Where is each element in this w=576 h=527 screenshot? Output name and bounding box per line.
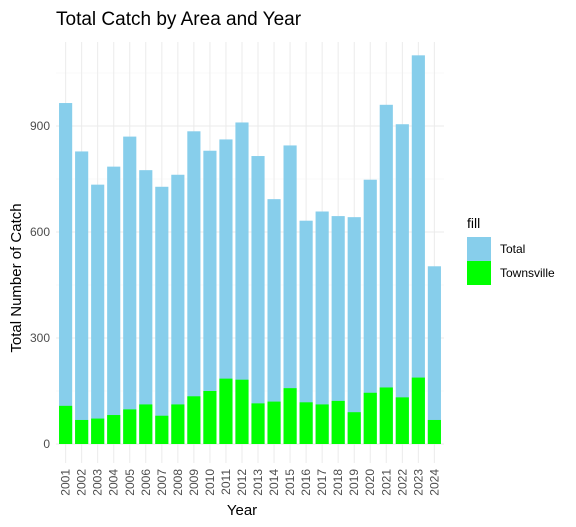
legend-swatch-townsville: [467, 261, 491, 285]
x-tick-label: 2023: [411, 469, 425, 496]
bar-total-2012: [235, 122, 249, 444]
x-tick-label: 2004: [107, 469, 121, 496]
bar-townsville-2018: [331, 400, 345, 444]
legend-label-townsville: Townsville: [500, 266, 555, 280]
bar-total-2007: [155, 186, 169, 445]
bar-townsville-2001: [59, 405, 73, 444]
bar-total-2016: [299, 220, 313, 444]
legend-label-total: Total: [500, 242, 525, 256]
y-axis-ticks: 0 300 600 900: [30, 119, 50, 451]
x-tick-label: 2003: [91, 469, 105, 496]
series-townsville: [59, 377, 441, 444]
x-tick-label: 2014: [267, 469, 281, 496]
x-tick-label: 2005: [123, 469, 137, 496]
x-axis-ticks: 2001 2002 2003 2004 2005 2006 2007 2008 2009 2010…: [59, 469, 442, 496]
bar-townsville-2014: [267, 401, 281, 444]
bar-total-2004: [107, 166, 121, 444]
x-tick-label: 2001: [59, 469, 73, 496]
x-tick-label: 2018: [331, 469, 345, 496]
y-tick-label: 300: [30, 331, 50, 345]
bar-total-2010: [203, 150, 217, 444]
x-tick-label: 2024: [427, 469, 441, 496]
bar-townsville-2021: [379, 387, 393, 444]
bar-townsville-2005: [123, 409, 137, 444]
bar-townsville-2024: [427, 419, 441, 444]
y-tick-label: 0: [43, 437, 50, 451]
bar-townsville-2010: [203, 391, 217, 444]
bar-total-2008: [171, 174, 185, 444]
x-tick-label: 2017: [315, 469, 329, 496]
x-tick-label: 2021: [379, 469, 393, 496]
bar-total-2017: [315, 211, 329, 444]
bar-total-2013: [251, 156, 265, 445]
bar-townsville-2017: [315, 404, 329, 444]
chart-title: Total Catch by Area and Year: [56, 9, 302, 30]
bar-townsville-2012: [235, 379, 249, 444]
bar-townsville-2006: [139, 404, 153, 444]
x-tick-label: 2020: [363, 469, 377, 496]
series-total: [59, 55, 441, 445]
bar-total-2003: [91, 184, 105, 445]
y-tick-label: 600: [30, 225, 50, 239]
bar-townsville-2003: [91, 418, 105, 444]
x-tick-label: 2016: [299, 469, 313, 496]
bar-townsville-2016: [299, 402, 313, 444]
x-tick-label: 2022: [395, 469, 409, 496]
bar-total-2022: [395, 124, 409, 444]
x-tick-label: 2012: [235, 469, 249, 496]
x-tick-label: 2015: [283, 469, 297, 496]
y-axis-title: Total Number of Catch: [8, 203, 25, 352]
x-tick-label: 2011: [219, 469, 233, 495]
bar-total-2011: [219, 139, 233, 444]
bar-total-2021: [379, 104, 393, 445]
x-tick-label: 2007: [155, 469, 169, 496]
x-tick-label: 2006: [139, 469, 153, 496]
x-tick-label: 2010: [203, 469, 217, 496]
x-tick-label: 2019: [347, 469, 361, 496]
bar-total-2005: [123, 136, 137, 444]
bar-total-2020: [363, 179, 377, 444]
bar-total-2006: [139, 170, 153, 444]
x-tick-label: 2013: [251, 469, 265, 496]
bar-total-2018: [331, 216, 345, 444]
bar-total-2002: [75, 151, 89, 444]
bar-total-2023: [411, 55, 425, 444]
bar-total-2009: [187, 131, 201, 445]
bar-townsville-2007: [155, 415, 169, 444]
bar-townsville-2002: [75, 419, 89, 444]
legend: fill Total Townsville: [467, 215, 555, 285]
bar-townsville-2023: [411, 377, 425, 444]
legend-swatch-total: [467, 237, 491, 261]
bar-townsville-2011: [219, 378, 233, 444]
bar-townsville-2022: [395, 397, 409, 444]
bar-townsville-2009: [187, 396, 201, 444]
bar-total-2014: [267, 199, 281, 444]
x-axis-title: Year: [227, 502, 257, 519]
bar-townsville-2015: [283, 388, 297, 444]
legend-title: fill: [467, 215, 480, 231]
bar-townsville-2013: [251, 403, 265, 444]
bar-total-2001: [59, 103, 73, 445]
bar-total-2019: [347, 217, 361, 444]
bar-total-2015: [283, 145, 297, 444]
x-tick-label: 2002: [75, 469, 89, 496]
bar-townsville-2004: [107, 415, 121, 444]
bar-townsville-2019: [347, 412, 361, 444]
x-tick-label: 2008: [171, 469, 185, 496]
y-tick-label: 900: [30, 119, 50, 133]
bar-townsville-2008: [171, 404, 185, 444]
bar-townsville-2020: [363, 392, 377, 444]
bar-total-2024: [427, 266, 441, 444]
x-tick-label: 2009: [187, 469, 201, 496]
